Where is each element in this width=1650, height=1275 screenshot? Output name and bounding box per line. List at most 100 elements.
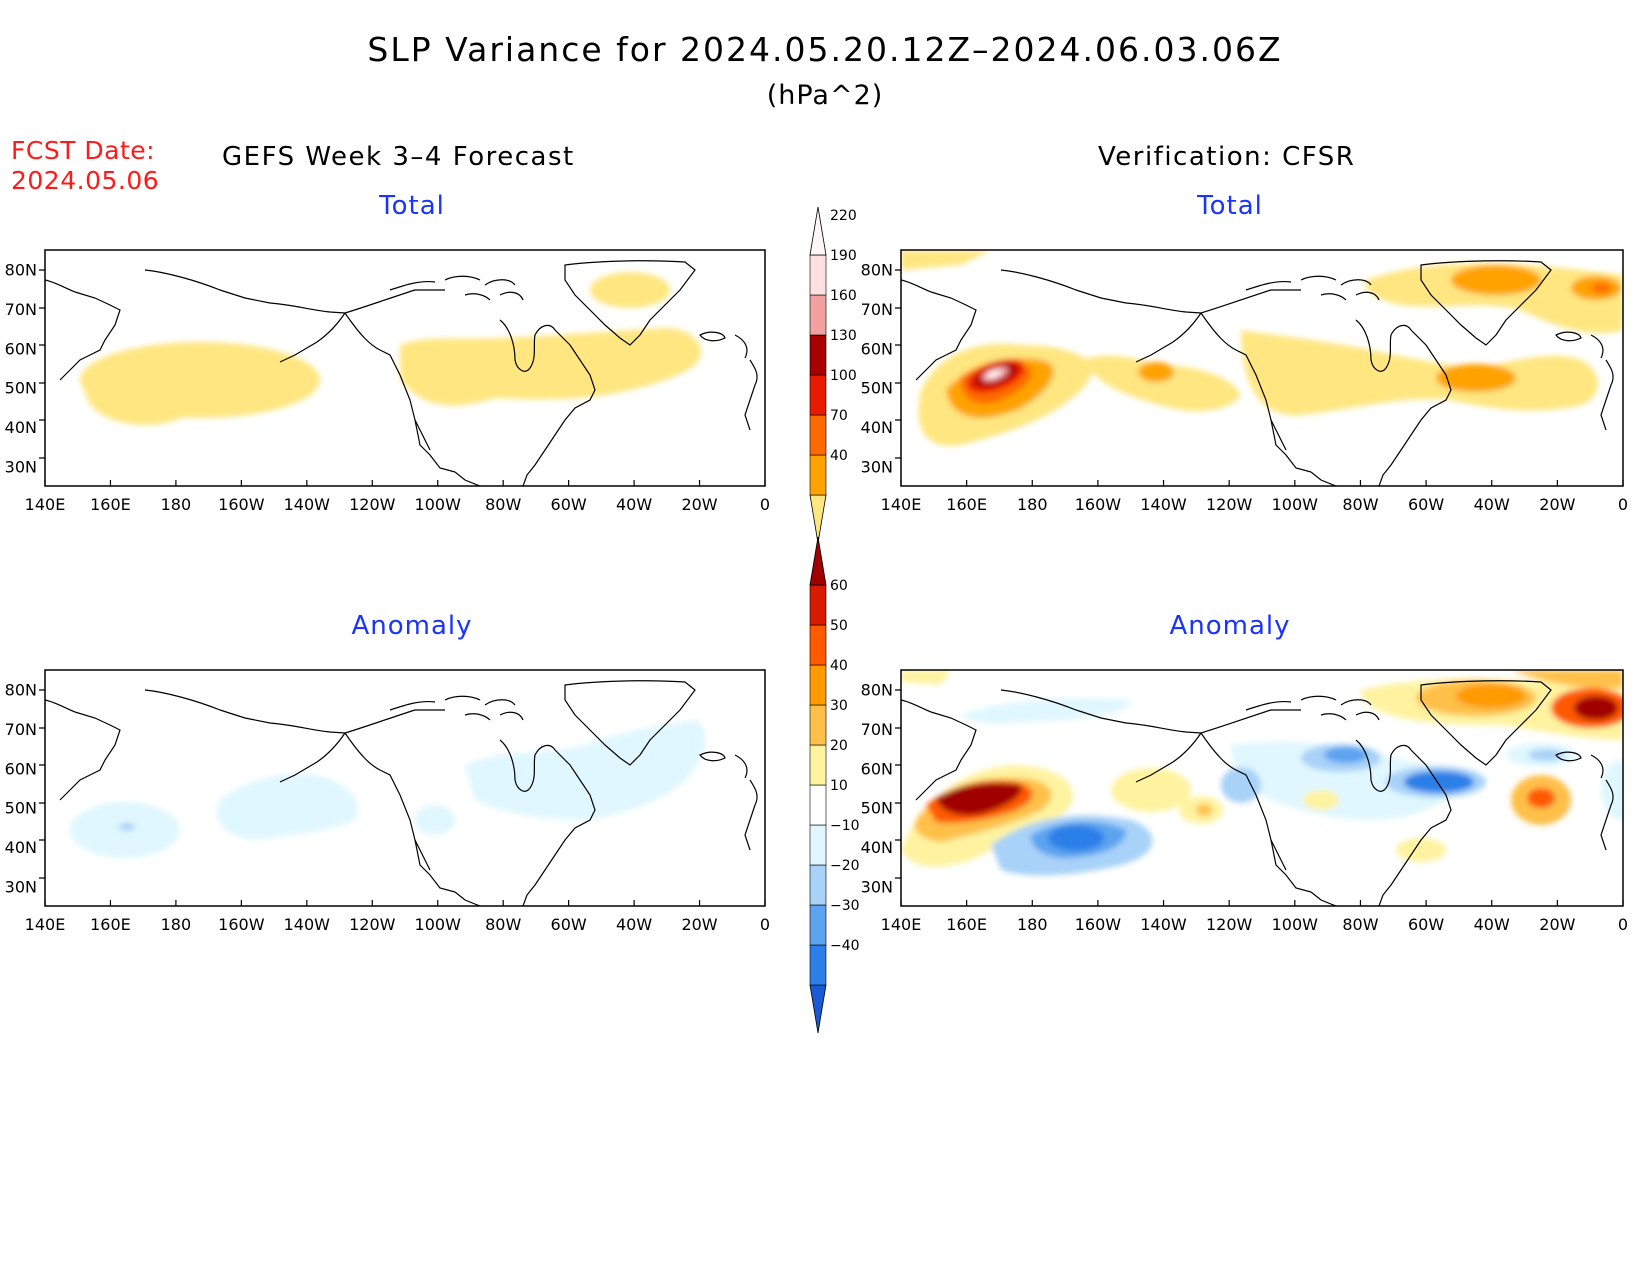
lon-tick-label: 40W [616,495,652,514]
colorbar-segment [809,294,827,336]
lon-tick-label: 60W [1408,495,1444,514]
colorbar-tick-label: 30 [830,698,848,714]
map-panel-verification-total [894,249,1624,487]
map-panel-forecast-total [38,249,766,487]
lon-tick-label: 120W [349,495,396,514]
lon-tick-label: 100W [1272,915,1319,934]
lon-tick-label: 80W [485,915,521,934]
colorbar-bottom-triangle [809,494,827,544]
panel-title-verification-anomaly: Anomaly [1169,611,1291,641]
colorbar-top-triangle [809,206,827,256]
lat-tick-label: 60N [861,759,893,778]
colorbar-tick-label: −40 [830,938,860,954]
lon-tick-label: 140W [284,495,331,514]
lon-tick-label: 60W [551,495,587,514]
lon-tick-label: 100W [415,915,462,934]
lon-tick-label: 80W [1342,495,1378,514]
lat-tick-label: 80N [861,681,893,700]
colorbar-segment [809,744,827,786]
lon-tick-label: 140W [1140,915,1187,934]
lat-tick-label: 80N [5,681,37,700]
lon-tick-label: 160E [90,915,131,934]
lon-tick-label: 160E [90,495,131,514]
lon-tick-label: 140E [881,915,922,934]
map-panel-verification-anomaly [894,669,1624,907]
lat-tick-label: 50N [861,379,893,398]
lon-tick-label: 120W [1206,495,1253,514]
lon-tick-label: 20W [1539,495,1575,514]
colorbar-tick-label: 130 [830,328,857,344]
colorbar-tick-label: 40 [830,448,848,464]
colorbar-tick-label: 70 [830,408,848,424]
lon-tick-label: 120W [1206,915,1253,934]
lat-tick-label: 70N [861,300,893,319]
lon-tick-label: 0 [1618,495,1628,514]
lat-tick-label: 50N [5,379,37,398]
colorbar-tick-label: 160 [830,288,857,304]
lon-tick-label: 0 [760,915,770,934]
colorbar-segment [809,784,827,826]
colorbar-segment [809,584,827,626]
colorbar-tick-label: 100 [830,368,857,384]
lat-tick-label: 80N [861,261,893,280]
colorbar-segment [809,254,827,296]
lat-tick-label: 30N [861,457,893,476]
lat-tick-label: 30N [5,457,37,476]
colorbar-segment [809,334,827,376]
lon-tick-label: 140E [25,915,66,934]
lon-tick-label: 20W [681,495,717,514]
lon-tick-label: 160W [1075,915,1122,934]
colorbar-tick-label: 60 [830,578,848,594]
colorbar-tick-label: 40 [830,658,848,674]
lon-tick-label: 0 [760,495,770,514]
panel-title-verification-total: Total [1197,191,1263,221]
lat-tick-label: 40N [5,838,37,857]
lon-tick-label: 80W [1342,915,1378,934]
lat-tick-label: 80N [5,261,37,280]
colorbar-segment [809,414,827,456]
main-title: SLP Variance for 2024.05.20.12Z–2024.06.… [367,30,1283,69]
colorbar-segment [809,664,827,706]
lon-tick-label: 100W [415,495,462,514]
lat-tick-label: 30N [5,877,37,896]
shading-forecast-total [80,272,701,425]
forecast-date-value: 2024.05.06 [11,166,160,195]
lat-tick-label: 40N [861,418,893,437]
lat-tick-label: 50N [5,799,37,818]
lat-tick-label: 60N [5,759,37,778]
lon-tick-label: 180 [161,915,192,934]
colorbar-tick-label: 50 [830,618,848,634]
lat-tick-label: 30N [861,877,893,896]
lon-tick-label: 160W [1075,495,1122,514]
shading-verification-total [901,250,1623,446]
lat-tick-label: 60N [5,339,37,358]
colorbar-tick-label: −30 [830,898,860,914]
lon-tick-label: 60W [1408,915,1444,934]
colorbar-tick-label: 190 [830,248,857,264]
lon-tick-label: 20W [1539,915,1575,934]
colorbar-segment [809,624,827,666]
lat-tick-label: 50N [861,799,893,818]
colorbar-total: 40 70 100 130 160 190 220 [809,206,857,544]
panel-title-forecast-anomaly: Anomaly [351,611,473,641]
right-column-heading: Verification: CFSR [1098,142,1356,172]
lon-tick-label: 60W [551,915,587,934]
colorbar-tick-label: 220 [830,208,857,224]
colorbar-tick-label: −10 [830,818,860,834]
shading-forecast-anomaly [70,720,706,858]
lon-tick-label: 160E [946,495,987,514]
colorbar-segment [809,864,827,906]
lat-tick-label: 40N [5,418,37,437]
colorbar-segment [809,374,827,416]
lon-tick-label: 100W [1272,495,1319,514]
lon-tick-label: 0 [1618,915,1628,934]
panel-title-forecast-total: Total [379,191,445,221]
forecast-date-label: FCST Date: [11,136,156,165]
axis-labels: 140E 160E 180 160W 140W 120W 100W 80W 60W 40W 20W 0… [5,261,1628,934]
lon-tick-label: 140W [284,915,331,934]
lat-tick-label: 70N [861,720,893,739]
lon-tick-label: 160E [946,915,987,934]
lon-tick-label: 140E [881,495,922,514]
colorbar-top-triangle [809,536,827,586]
